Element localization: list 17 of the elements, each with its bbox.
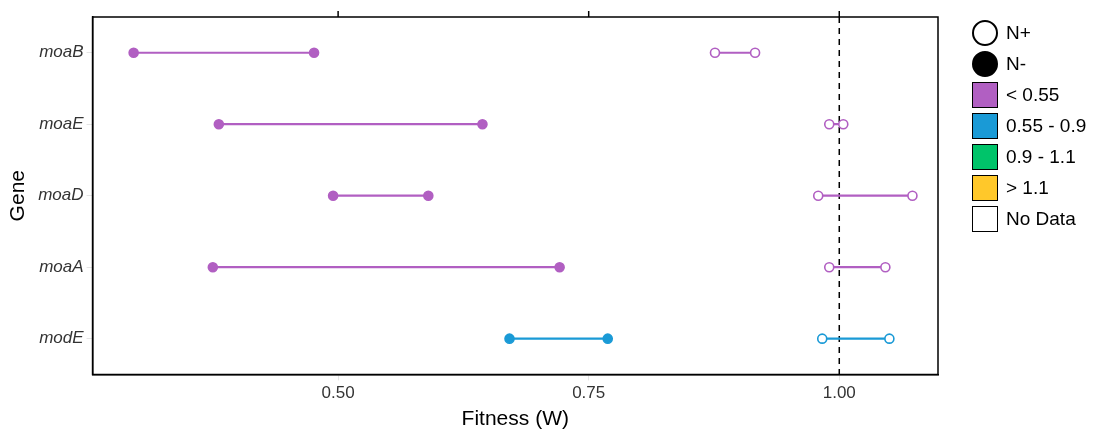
legend-label: No Data <box>1006 207 1076 230</box>
legend-label: 0.9 - 1.1 <box>1006 145 1076 168</box>
y-tick-label: modE <box>39 328 85 348</box>
x-axis-title: Fitness (W) <box>461 406 569 430</box>
legend-label: 0.55 - 0.9 <box>1006 114 1087 137</box>
x-tick-label: 1.00 <box>822 383 856 403</box>
y-tick-label: moaA <box>39 256 84 276</box>
text: N+ <box>1006 21 1031 44</box>
y-tick-label: moaE <box>39 113 85 133</box>
legend-label: < 0.55 <box>1006 83 1060 106</box>
x-tick-label: 0.50 <box>321 383 355 403</box>
x-tick-label: 0.75 <box>572 383 606 403</box>
y-tick-label: moaB <box>39 42 84 62</box>
y-axis-title: Gene <box>5 170 29 222</box>
text: N- <box>1006 52 1027 75</box>
y-tick-label: moaD <box>38 185 84 205</box>
legend-label: > 1.1 <box>1006 176 1049 199</box>
